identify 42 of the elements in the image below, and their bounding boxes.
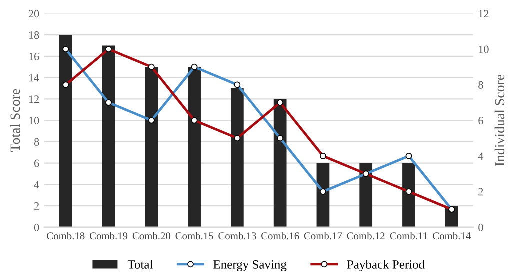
x-tick-label: Comb.14: [433, 232, 471, 240]
y2-tick-label: 0: [478, 224, 484, 232]
y2-axis-title: Individual Score: [494, 74, 505, 166]
y-tick-label: 2: [34, 202, 39, 210]
bar: [231, 88, 244, 228]
legend-label: Total: [128, 260, 153, 269]
y-tick-label: 16: [29, 52, 40, 60]
legend-label: Payback Period: [347, 260, 425, 272]
y-tick-label: 0: [34, 224, 40, 232]
y2-tick-label: 2: [478, 188, 484, 196]
x-tick-label: Comb.20: [132, 232, 171, 240]
bar: [316, 163, 330, 228]
bar: [402, 163, 416, 228]
y2-tick-label: 12: [479, 10, 489, 18]
y-tick-label: 12: [29, 96, 39, 104]
y2-tick-label: 4: [478, 152, 484, 160]
x-tick-label: Comb.18: [47, 232, 85, 240]
bar: [360, 163, 373, 228]
y-tick-label: 6: [34, 160, 40, 168]
y2-tick-label: 6: [478, 117, 484, 125]
y2-tick-label: 8: [478, 81, 484, 89]
x-tick-label: Comb.12: [347, 232, 385, 240]
bar: [59, 35, 72, 228]
x-tick-label: Comb.15: [176, 232, 214, 240]
y-tick-label: 8: [34, 138, 40, 146]
y-tick-label: 18: [29, 32, 40, 40]
x-tick-label: Comb.13: [218, 232, 256, 240]
bar: [188, 67, 201, 228]
y2-tick-label: 10: [479, 46, 489, 54]
legend-label: Energy Saving: [214, 260, 287, 272]
x-tick-label: Comb.11: [390, 232, 428, 240]
y-tick-label: 14: [29, 74, 40, 82]
x-tick-label: Comb.17: [304, 232, 342, 240]
x-tick-label: Comb.16: [262, 232, 300, 240]
x-tick-label: Comb.19: [90, 232, 128, 240]
bar: [145, 67, 158, 228]
bar: [102, 46, 116, 228]
y-axis-title: Total Score: [10, 89, 20, 152]
y-tick-label: 4: [34, 181, 40, 189]
y-tick-label: 20: [28, 10, 40, 18]
bar: [274, 99, 287, 228]
y-tick-label: 10: [29, 117, 40, 125]
